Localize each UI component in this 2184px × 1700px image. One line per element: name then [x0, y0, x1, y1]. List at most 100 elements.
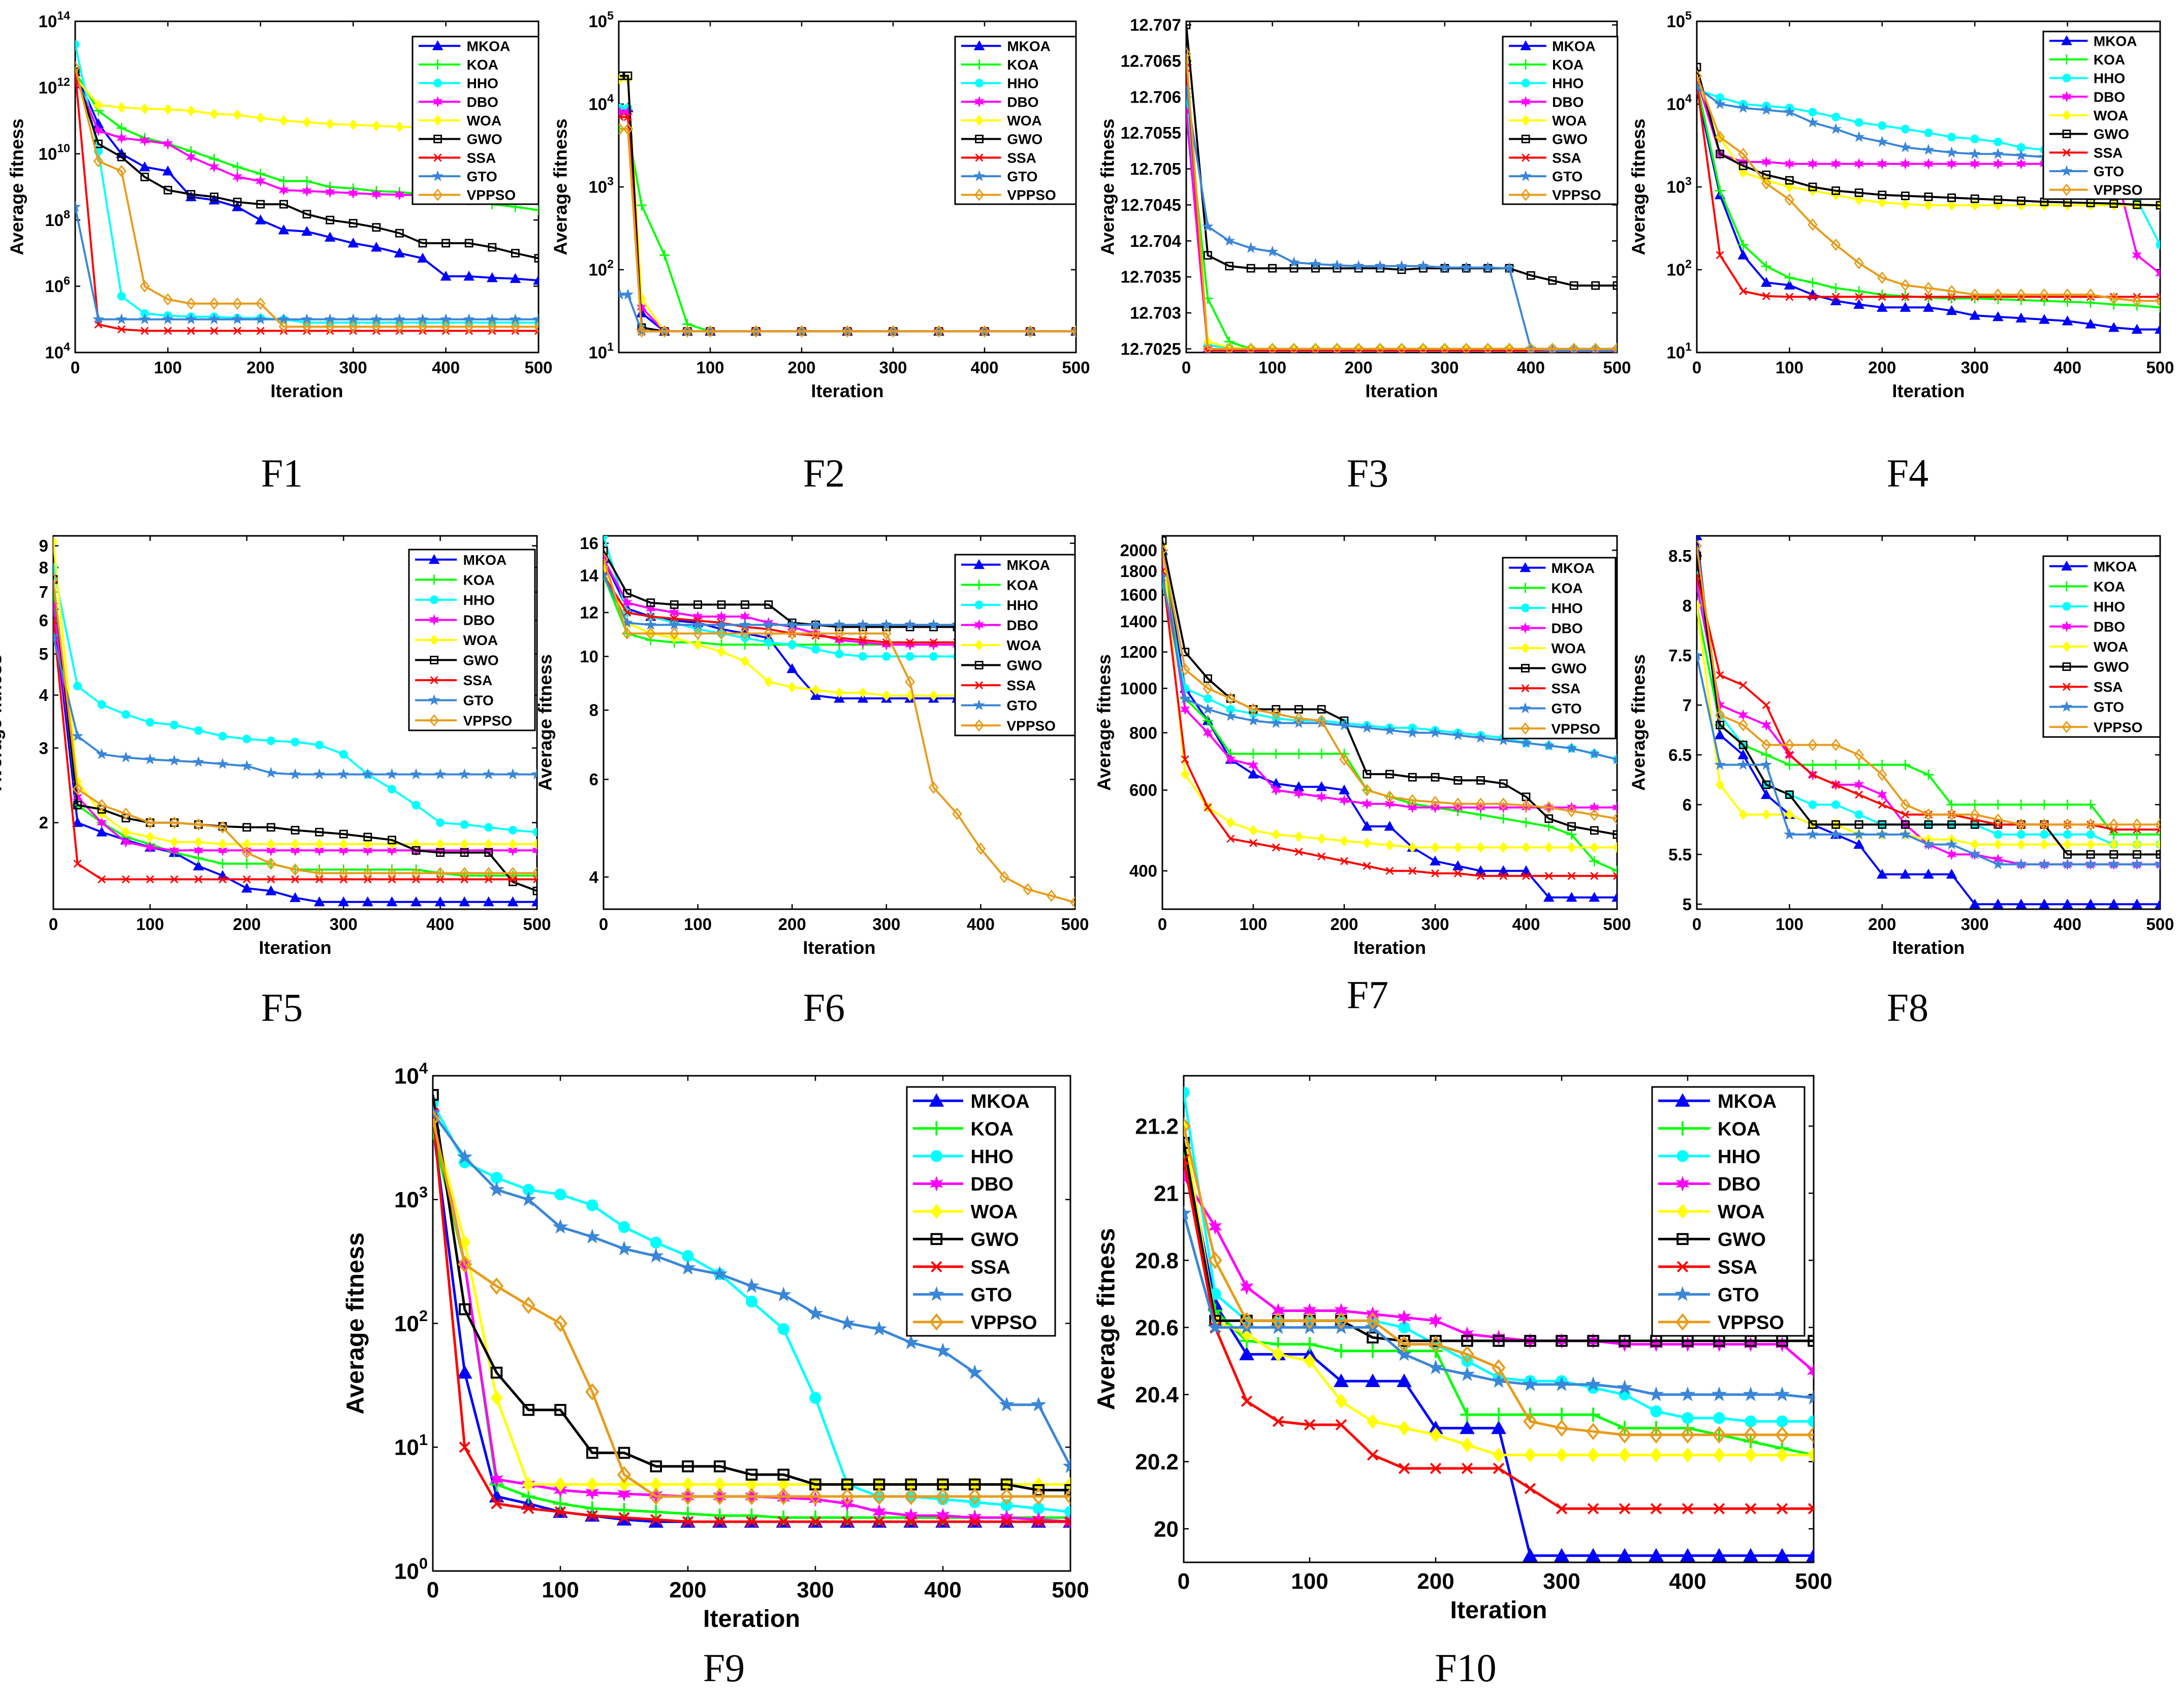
point-gto: [1503, 262, 1515, 273]
legend: MKOA KOA HHO DBO WOA GWO SSA GTO VPPSO: [1502, 36, 1619, 205]
x-tick-label: 200: [778, 915, 806, 934]
legend-marker-woa: [2062, 110, 2071, 121]
point-gto: [193, 756, 205, 767]
point-woa: [740, 656, 750, 667]
point-gwo: [646, 598, 655, 607]
point-gto: [552, 1218, 568, 1234]
point-woa: [835, 687, 844, 698]
y-tick-label: 8: [1683, 596, 1692, 615]
panel-label: F3: [1347, 451, 1388, 495]
point-gwo: [1947, 820, 1956, 829]
x-tick-label: 400: [1512, 915, 1540, 934]
point-woa: [1901, 199, 1910, 210]
legend-entry-ssa: SSA: [971, 1257, 1010, 1278]
point-dbo: [120, 836, 131, 848]
point-woa: [325, 118, 335, 130]
legend: MKOA KOA HHO DBO WOA GWO SSA GTO VPPSO: [2042, 30, 2161, 200]
point-ssa: [1272, 1416, 1284, 1427]
point-vppso: [232, 297, 242, 310]
point-ssa: [491, 1498, 502, 1510]
point-dbo: [145, 841, 155, 853]
point-ssa: [1613, 872, 1617, 880]
chart-f3: 0 100 200 300 400 500 12.7025 12.703 12.7035 12.7…: [1097, 16, 1631, 495]
point-gwo: [1587, 1335, 1599, 1347]
point-ssa: [1650, 1503, 1662, 1515]
point-vppso: [411, 867, 421, 880]
point-dbo: [2132, 249, 2142, 261]
legend-marker-ssa: [433, 153, 442, 162]
point-gto: [648, 1247, 664, 1263]
point-hho: [1970, 134, 1979, 143]
point-dbo: [217, 844, 228, 856]
point-koa: [2062, 799, 2073, 810]
legend-entry-koa: KOA: [463, 572, 495, 588]
point-vppso: [1240, 1312, 1254, 1330]
point-gto: [520, 1191, 536, 1206]
point-gwo: [1526, 271, 1535, 280]
point-dbo: [97, 817, 107, 829]
point-mkoa: [1946, 305, 1957, 315]
point-hho: [97, 700, 106, 709]
point-woa: [1854, 194, 1863, 206]
point-hho: [1745, 1415, 1757, 1428]
x-tick-label: 0: [1692, 915, 1701, 934]
point-vppso: [834, 627, 844, 640]
point-vppso: [604, 552, 609, 565]
x-tick-label: 0: [427, 1578, 439, 1602]
point-gwo: [1878, 820, 1887, 829]
point-mkoa: [324, 232, 336, 242]
x-tick-label: 400: [426, 915, 454, 934]
y-tick-label: 103: [588, 175, 614, 197]
legend-marker-hho: [930, 1150, 943, 1162]
point-koa: [1923, 769, 1934, 780]
point-gto: [139, 313, 151, 325]
point-woa: [1544, 842, 1554, 853]
point-vppso: [371, 320, 382, 333]
point-gwo: [554, 1404, 566, 1416]
point-vppso: [1303, 1312, 1317, 1330]
point-gwo: [395, 229, 404, 238]
point-gto: [1922, 144, 1935, 155]
point-woa: [1556, 1447, 1568, 1463]
point-mkoa: [193, 860, 204, 871]
point-gto: [1429, 726, 1441, 738]
point-ssa: [1713, 1503, 1725, 1515]
point-vppso: [484, 867, 494, 880]
point-vppso: [1418, 342, 1429, 352]
point-gwo: [604, 547, 608, 556]
point-dbo: [209, 161, 219, 173]
point-dbo: [1970, 158, 1980, 170]
point-koa: [1877, 759, 1887, 770]
legend-entry-gto: GTO: [2094, 699, 2124, 715]
point-hho: [1947, 133, 1956, 142]
point-dbo: [1946, 158, 1957, 170]
point-vppso: [440, 320, 451, 333]
point-dbo: [232, 171, 243, 183]
legend-entry-dbo: DBO: [2094, 619, 2125, 635]
point-gwo: [1544, 814, 1554, 823]
point-gto: [1743, 1386, 1759, 1401]
point-vppso: [459, 867, 469, 880]
point-mkoa: [1697, 536, 1702, 540]
series-line-vppso: [1184, 1126, 1814, 1436]
point-woa: [1993, 839, 2003, 850]
point-gto: [680, 1260, 696, 1275]
point-dbo: [278, 184, 289, 196]
point-gto: [208, 313, 220, 325]
point-vppso: [1854, 256, 1864, 270]
point-vppso: [121, 807, 131, 820]
point-woa: [1493, 1447, 1505, 1463]
point-vppso: [1993, 813, 2003, 826]
point-vppso: [1310, 342, 1321, 352]
chart-f1: 0 100 200 300 400 500 104 106 108 1010 1012 1014 Ite…: [7, 9, 553, 495]
point-dbo: [1589, 801, 1600, 814]
point-dbo: [1362, 798, 1372, 810]
point-koa: [1808, 759, 1818, 770]
legend-marker-gwo: [1521, 135, 1530, 144]
point-vppso: [637, 325, 647, 338]
point-vppso: [622, 627, 632, 640]
point-gto: [1680, 1386, 1696, 1401]
point-ssa: [1831, 781, 1840, 789]
point-vppso: [1569, 342, 1579, 352]
point-gwo: [1569, 281, 1578, 290]
